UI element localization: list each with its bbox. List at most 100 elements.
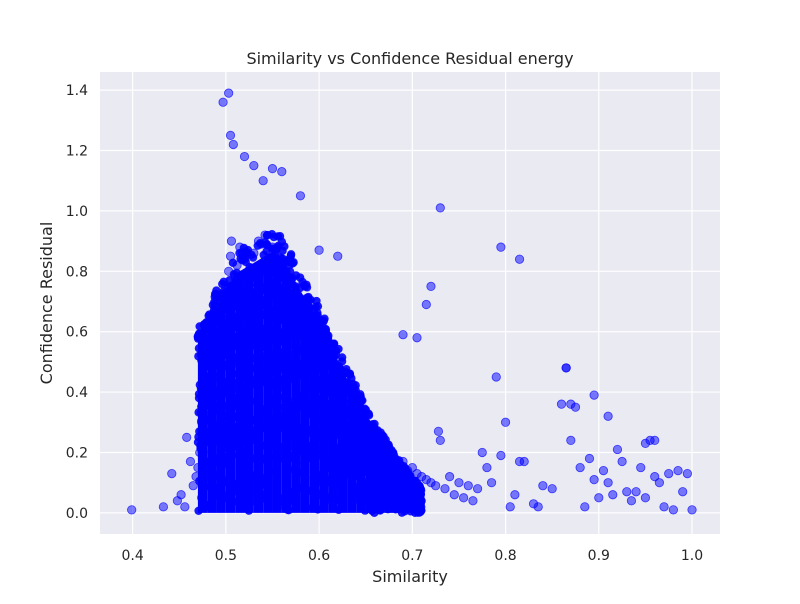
- data-point: [412, 333, 422, 343]
- data-point: [226, 236, 237, 246]
- data-point: [547, 484, 557, 494]
- data-point: [234, 284, 244, 295]
- data-point: [365, 441, 375, 452]
- data-point: [249, 248, 259, 258]
- data-point: [277, 167, 287, 177]
- data-point: [566, 435, 576, 445]
- data-point: [687, 505, 697, 515]
- data-point: [561, 363, 571, 373]
- data-point: [426, 281, 436, 291]
- y-tick-label: 1.2: [66, 144, 88, 160]
- data-point: [279, 290, 289, 301]
- data-point: [353, 420, 363, 430]
- data-point: [500, 417, 511, 427]
- data-point: [206, 363, 216, 373]
- y-axis-label: Confidence Residual: [37, 222, 56, 385]
- data-point: [433, 426, 444, 436]
- data-point: [640, 493, 651, 503]
- data-point: [664, 469, 674, 479]
- data-point: [188, 481, 198, 491]
- cloud-point: [242, 247, 251, 257]
- data-point: [335, 390, 345, 400]
- y-tick-label: 0.2: [66, 445, 88, 461]
- data-point: [267, 242, 278, 252]
- data-point: [247, 263, 257, 273]
- cloud-point: [195, 322, 204, 331]
- data-point: [176, 490, 186, 500]
- data-point: [251, 287, 261, 298]
- data-point: [277, 272, 287, 282]
- cloud-point: [208, 300, 218, 310]
- cloud-core: [253, 257, 264, 513]
- x-tick-label: 0.6: [308, 548, 330, 564]
- data-point: [463, 481, 473, 491]
- data-point: [211, 327, 222, 337]
- data-point: [275, 308, 285, 319]
- data-point: [263, 257, 273, 267]
- cloud-point: [319, 316, 329, 325]
- data-point: [344, 405, 354, 415]
- data-point: [496, 450, 506, 461]
- data-point: [258, 176, 268, 186]
- data-point: [321, 369, 332, 379]
- data-point: [603, 478, 613, 488]
- cloud-point: [286, 251, 296, 260]
- data-point: [608, 490, 618, 500]
- cloud-core: [225, 273, 236, 513]
- data-point: [224, 266, 234, 276]
- data-point: [195, 447, 205, 458]
- data-point: [258, 299, 268, 310]
- data-point: [580, 502, 590, 512]
- x-tick-label: 0.8: [494, 548, 516, 564]
- y-tick-label: 1.4: [66, 83, 88, 99]
- data-point: [379, 444, 389, 455]
- data-point: [221, 281, 231, 291]
- x-axis-label: Similarity: [372, 567, 448, 586]
- data-point: [158, 502, 168, 512]
- data-point: [650, 472, 660, 482]
- cloud-point: [334, 344, 343, 354]
- y-tick-label: 1.0: [66, 204, 88, 220]
- data-point: [215, 315, 225, 325]
- data-point: [407, 462, 417, 473]
- data-point: [197, 493, 207, 503]
- cloud-point: [356, 392, 365, 401]
- data-point: [182, 432, 192, 442]
- data-point: [349, 411, 360, 421]
- data-point: [486, 478, 497, 488]
- data-point: [224, 88, 234, 98]
- data-point: [202, 423, 212, 433]
- data-point: [575, 462, 585, 473]
- data-point: [598, 465, 609, 476]
- data-point: [307, 345, 317, 355]
- data-point: [253, 236, 264, 246]
- data-point: [223, 302, 233, 313]
- data-point: [370, 435, 380, 445]
- data-point: [191, 472, 201, 482]
- cloud-core: [412, 479, 422, 513]
- data-point: [421, 299, 431, 310]
- data-point: [556, 399, 567, 409]
- data-point: [472, 484, 483, 494]
- data-point: [505, 502, 515, 512]
- data-point: [208, 375, 218, 385]
- y-tick-label: 0.0: [66, 506, 88, 522]
- data-point: [267, 164, 278, 174]
- data-point: [230, 272, 240, 282]
- data-point: [325, 378, 335, 388]
- data-point: [668, 505, 678, 515]
- data-point: [482, 462, 492, 473]
- data-point: [200, 384, 210, 394]
- data-point: [239, 151, 250, 162]
- cloud-core: [291, 273, 301, 513]
- data-point: [238, 308, 248, 319]
- data-points: [127, 88, 697, 515]
- data-point: [235, 242, 245, 252]
- data-point: [431, 481, 441, 491]
- data-point: [496, 242, 506, 252]
- data-point: [659, 502, 669, 512]
- x-tick-label: 1.0: [681, 548, 703, 564]
- data-point: [491, 372, 501, 382]
- data-point: [281, 315, 292, 325]
